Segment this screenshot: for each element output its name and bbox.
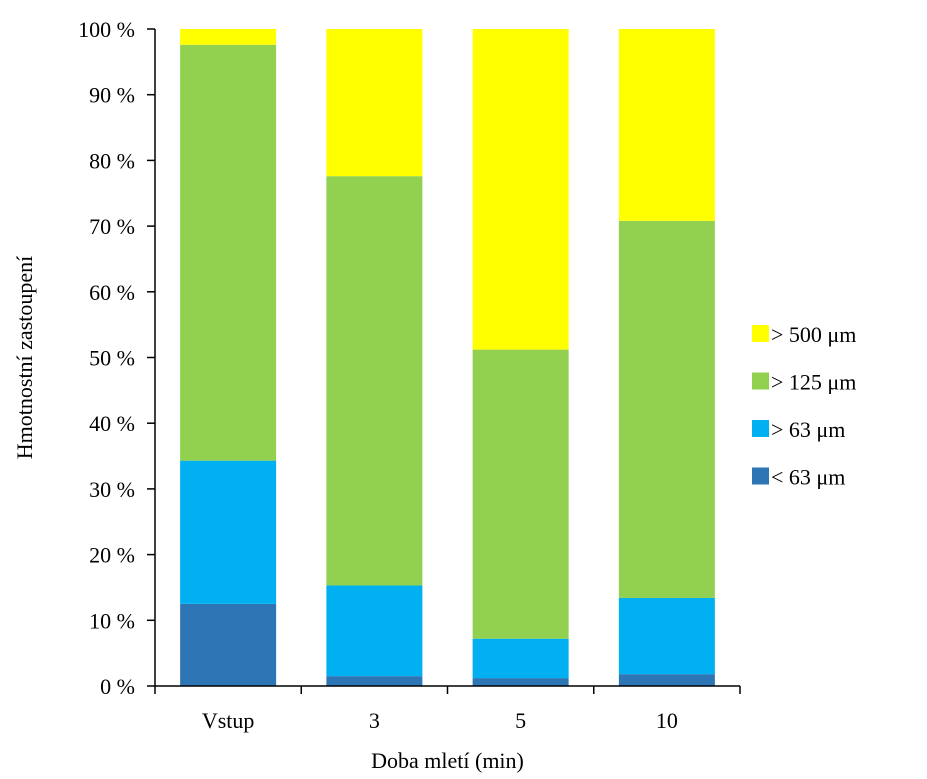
x-tick-label: 3	[369, 708, 380, 733]
y-tick-label: 50 %	[89, 346, 135, 371]
y-tick-label: 0 %	[100, 674, 135, 699]
y-tick-label: 40 %	[89, 411, 135, 436]
y-tick-label: 60 %	[89, 280, 135, 305]
legend-swatch	[752, 372, 769, 390]
bar-segment	[180, 460, 277, 604]
legend-swatch	[752, 420, 769, 437]
y-tick-label: 90 %	[89, 83, 135, 108]
x-tick-label: 10	[656, 708, 678, 733]
x-tick-label: 5	[515, 708, 526, 733]
legend-swatch	[752, 467, 769, 485]
legend-label: < 63 μm	[771, 465, 845, 490]
bar-segment	[472, 29, 569, 350]
bar-segment	[618, 220, 715, 598]
bars-group	[180, 29, 715, 686]
bar-segment	[326, 176, 423, 586]
legend-label: > 125 μm	[771, 370, 856, 395]
legend-swatch	[752, 325, 769, 342]
bar-segment	[180, 44, 277, 461]
y-tick-label: 100 %	[78, 17, 135, 42]
x-tick-label: Vstup	[202, 708, 255, 733]
bar-segment	[326, 29, 423, 177]
legend-label: > 500 μm	[771, 322, 856, 347]
y-tick-label: 70 %	[89, 214, 135, 239]
y-axis-title: Hmotnostní zastoupení	[12, 256, 37, 459]
bar-segment	[326, 676, 423, 686]
x-ticks-group: Vstup 3 5 10	[154, 686, 741, 733]
y-tick-label: 10 %	[89, 608, 135, 633]
legend: > 500 μm > 125 μm > 63 μm < 63 μm	[752, 322, 856, 490]
bar-segment	[472, 349, 569, 639]
y-tick-label: 20 %	[89, 543, 135, 568]
y-ticks-group: 0 % 10 % 20 % 30 % 40 % 50 % 60 % 70 % 80 % 90 % 1…	[78, 17, 155, 699]
bar-segment	[326, 585, 423, 677]
bar-segment	[618, 29, 715, 221]
bar-segment	[618, 597, 715, 675]
bar-segment	[472, 638, 569, 679]
bar-segment	[472, 678, 569, 686]
x-axis-title: Doba mletí (min)	[371, 748, 524, 773]
y-tick-label: 30 %	[89, 477, 135, 502]
legend-label: > 63 μm	[771, 417, 845, 442]
bar-segment	[180, 603, 277, 686]
y-tick-label: 80 %	[89, 148, 135, 173]
bar-segment	[618, 674, 715, 686]
bar-segment	[180, 29, 277, 45]
